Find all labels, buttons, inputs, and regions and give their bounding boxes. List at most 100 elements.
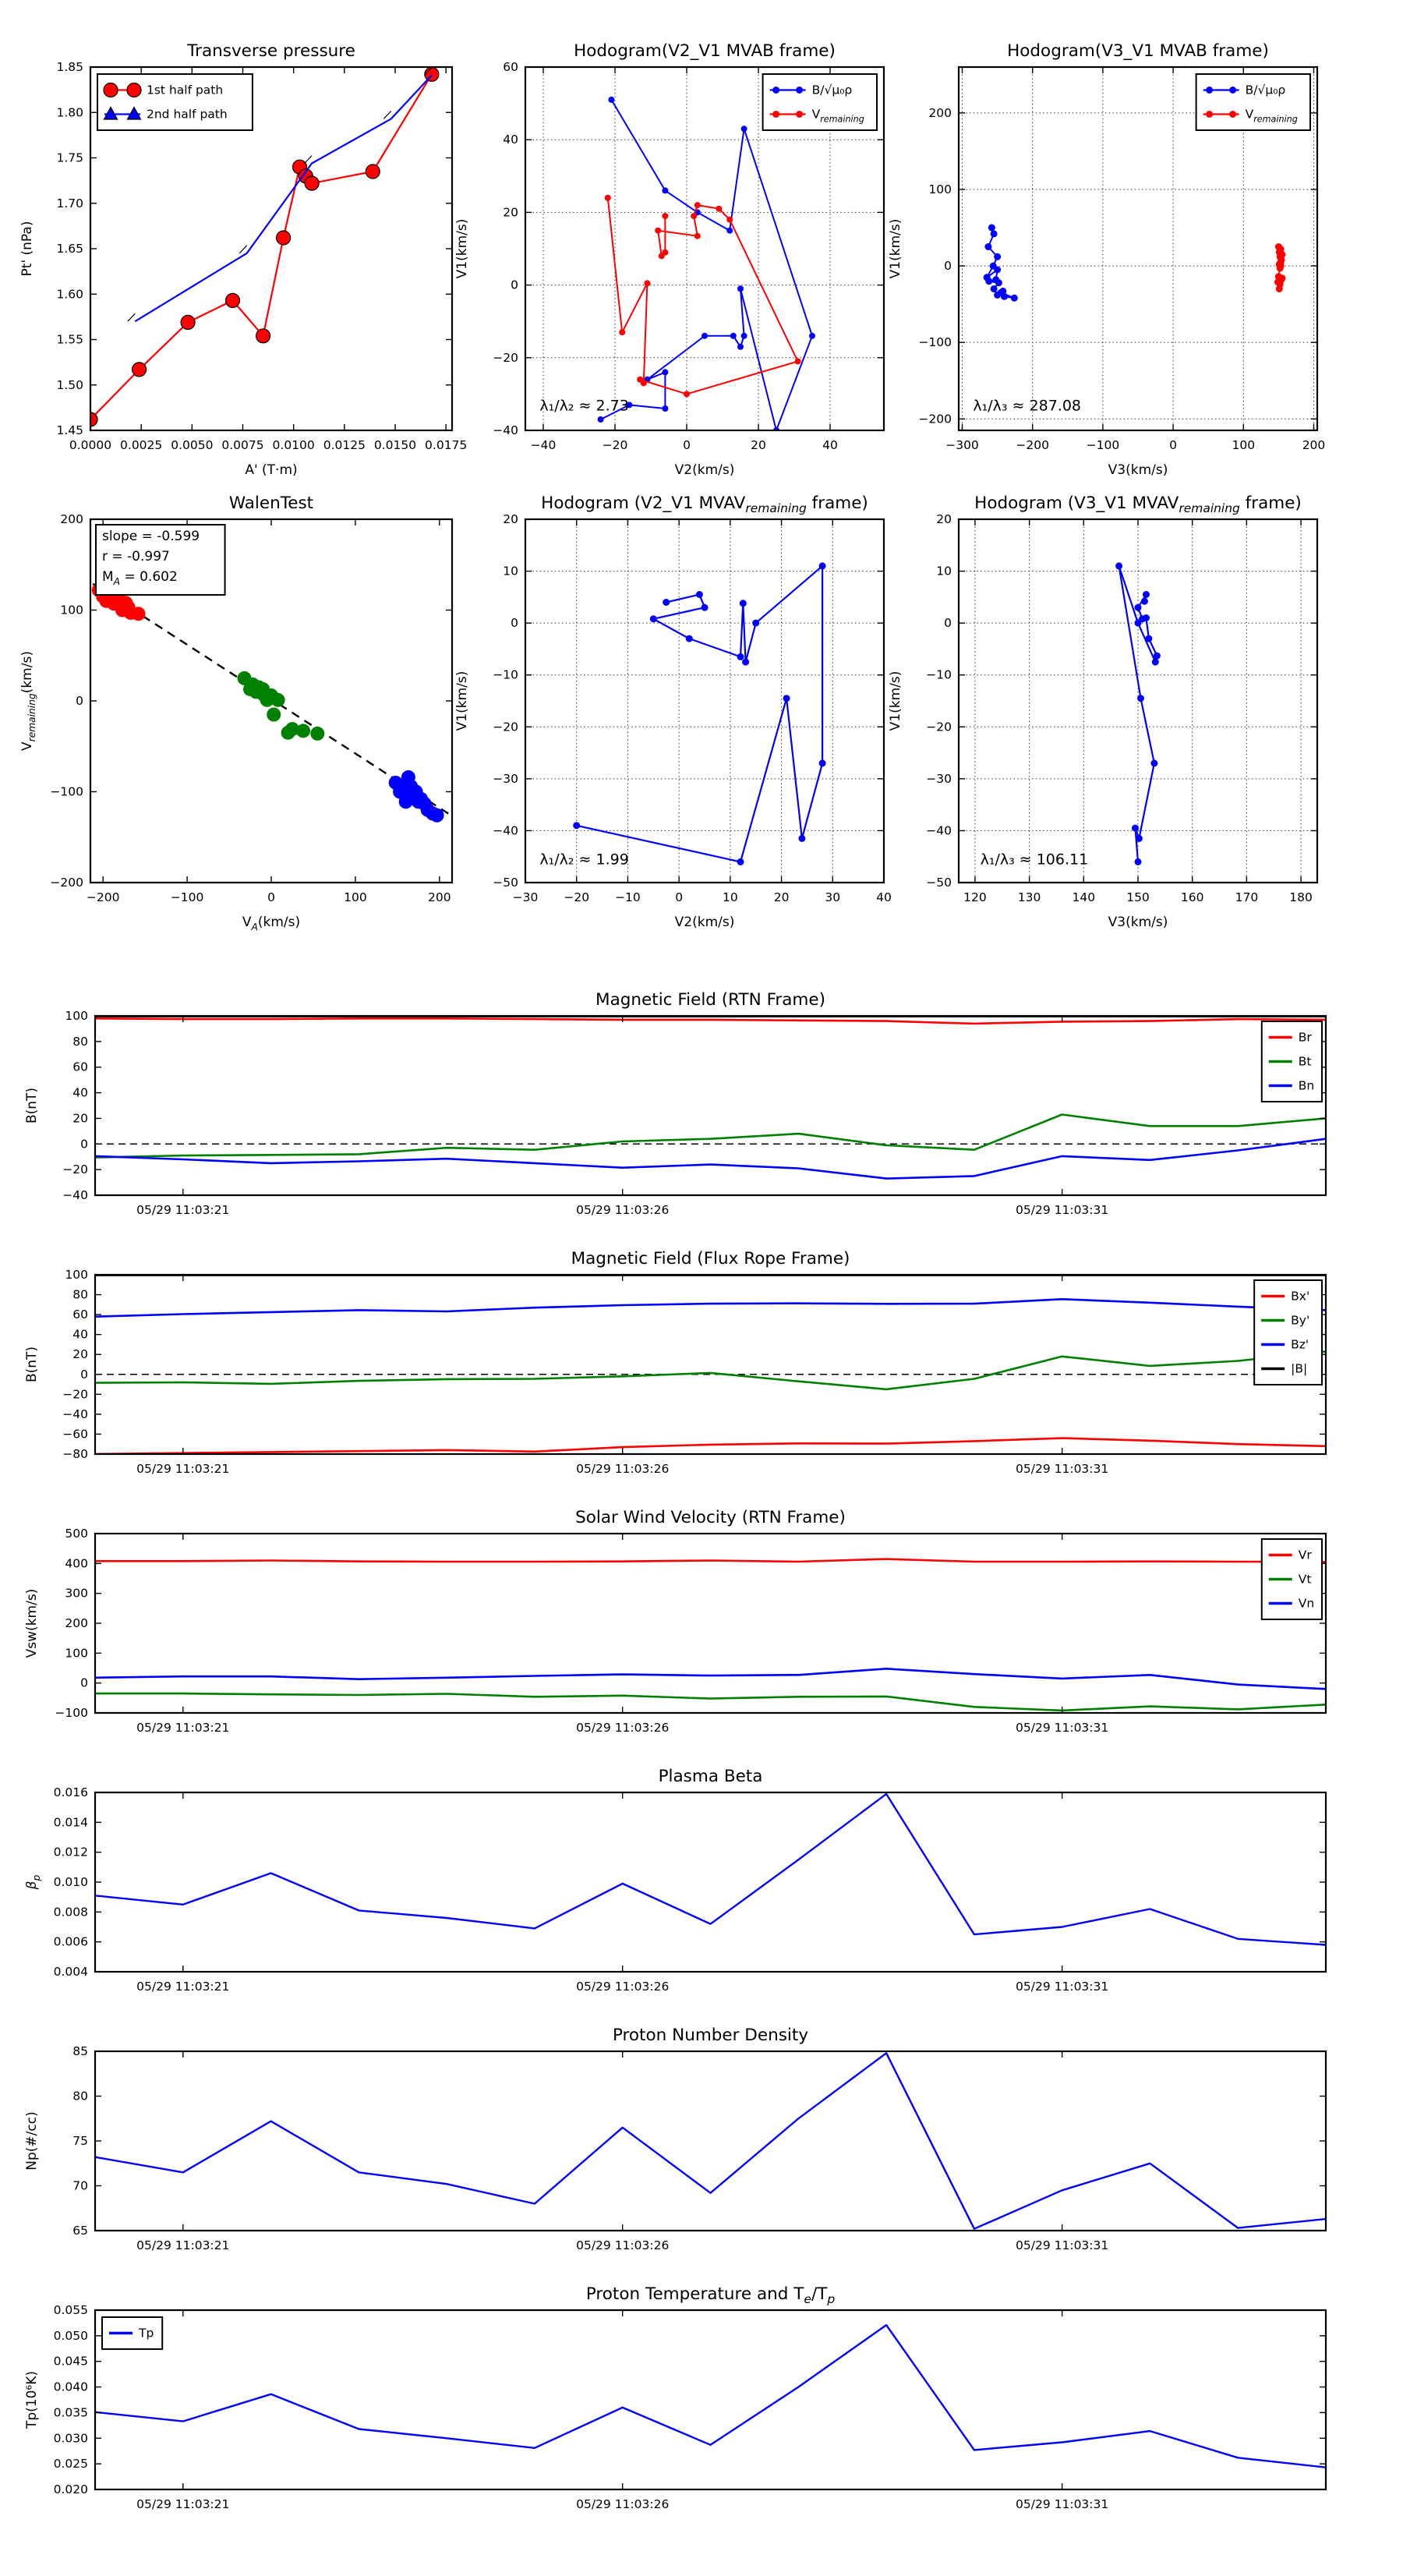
plot-title: Magnetic Field (Flux Rope Frame) xyxy=(571,1249,850,1269)
x-axis-label: V3(km/s) xyxy=(1108,915,1168,930)
axis-tick-label: 20 xyxy=(503,205,518,219)
series-vt xyxy=(95,1692,1326,1712)
legend-label: Vr xyxy=(1299,1548,1313,1562)
legend-label: Tp xyxy=(138,2327,154,2341)
axis-tick-label: 75 xyxy=(72,2134,88,2148)
axis-tick-label: 0.040 xyxy=(54,2380,88,2394)
axes-frame xyxy=(94,2309,1327,2491)
legend-label: Br xyxy=(1299,1031,1313,1045)
axis-tick-label: 20 xyxy=(503,512,518,526)
series-bt xyxy=(95,1113,1326,1159)
x-axis-label: VA(km/s) xyxy=(242,915,300,932)
axis-tick-label: 1.75 xyxy=(56,151,83,165)
axis-tick-label: −30 xyxy=(926,772,952,786)
annotation: λ₁/λ₂ ≈ 1.99 xyxy=(539,851,628,869)
axis-tick-label: 05/29 11:03:31 xyxy=(1016,2238,1108,2252)
axis-tick-label: −100 xyxy=(918,335,952,349)
axis-tick-label: 0.0150 xyxy=(374,438,416,452)
annotation: λ₁/λ₂ ≈ 2.73 xyxy=(539,397,628,414)
plot-title: Transverse pressure xyxy=(186,41,355,61)
axis-tick-label: 120 xyxy=(963,890,987,904)
legend-label: Vremaining xyxy=(812,108,864,125)
axis-tick-label: 500 xyxy=(65,1527,88,1541)
axis-tick-label: −20 xyxy=(62,1387,88,1401)
axis-tick-label: 05/29 11:03:31 xyxy=(1016,2497,1108,2511)
axis-tick-label: 40 xyxy=(876,890,892,904)
y-axis-label: Tp(10⁶K) xyxy=(24,2371,40,2429)
axis-tick-label: −20 xyxy=(493,351,518,365)
axis-tick-label: 0 xyxy=(511,616,518,630)
y-axis-label: V1(km/s) xyxy=(888,219,903,279)
axis-tick-label: −20 xyxy=(62,1162,88,1177)
y-axis-label: V1(km/s) xyxy=(454,219,470,279)
axis-tick-label: −10 xyxy=(926,668,952,682)
plot-transverse-pressure: 0.0000 0.0025 0.0050 0.0075 0.0100 0.0125 0.01… xyxy=(19,41,467,478)
legend-label: 2nd half path xyxy=(147,108,228,122)
axis-tick-label: 0.0025 xyxy=(120,438,162,452)
axis-tick-label: 1.65 xyxy=(56,242,83,256)
axis-tick-label: 10 xyxy=(723,890,738,904)
axis-tick-label: 0.0175 xyxy=(425,438,467,452)
axis-tick-label: −100 xyxy=(55,1706,88,1720)
axis-tick-label: 0 xyxy=(80,1137,88,1151)
axis-tick-label: −30 xyxy=(493,772,518,786)
x-axis-label: V2(km/s) xyxy=(675,915,735,930)
plot-proton-temperature: 05/29 11:03:21 05/29 11:03:26 05/29 11:03:… xyxy=(24,2284,1327,2511)
axis-tick-label: −10 xyxy=(493,668,518,682)
axis-tick-label: 0.050 xyxy=(54,2329,88,2343)
axis-tick-label: −40 xyxy=(493,823,518,837)
axis-tick-label: 100 xyxy=(65,1268,88,1282)
axis-tick-label: 40 xyxy=(822,438,838,452)
legend: B/√μ₀ρ Vremaining xyxy=(762,73,878,131)
axis-tick-label: −100 xyxy=(1087,438,1120,452)
axis-tick-label: 80 xyxy=(72,1035,88,1049)
axis-tick-label: −20 xyxy=(564,890,589,904)
axis-tick-label: 05/29 11:03:21 xyxy=(136,1980,229,1994)
axis-tick-label: 05/29 11:03:21 xyxy=(136,1203,229,1217)
axis-tick-label: 40 xyxy=(72,1086,88,1100)
legend-label: Vn xyxy=(1299,1597,1314,1611)
axis-tick-label: 05/29 11:03:26 xyxy=(576,2238,669,2252)
axis-tick-label: 05/29 11:03:21 xyxy=(136,1462,229,1476)
legend: B/√μ₀ρ Vremaining xyxy=(1195,73,1311,131)
axis-tick-label: 05/29 11:03:26 xyxy=(576,1203,669,1217)
axis-tick-label: 60 xyxy=(503,60,518,74)
axis-tick-label: 1.45 xyxy=(56,423,83,437)
axis-tick-label: 05/29 11:03:31 xyxy=(1016,1203,1108,1217)
axis-tick-label: −200 xyxy=(918,412,952,426)
plot-hodogram-v2v1-mvab: −40 −20 0 20 40 −40 −20 0 20 40 60 Hodogram(V2_V1 M… xyxy=(454,41,885,478)
stats-line: MA = 0.602 xyxy=(102,569,178,587)
axis-tick-label: 05/29 11:03:21 xyxy=(136,2497,229,2511)
axis-tick-label: −60 xyxy=(62,1427,88,1441)
plot-title: Hodogram (V3_V1 MVAVremaining frame) xyxy=(974,494,1302,515)
axis-tick-label: −20 xyxy=(493,720,518,734)
axis-tick-label: −40 xyxy=(493,423,518,437)
axes-frame xyxy=(94,1273,1327,1456)
axis-tick-label: −40 xyxy=(62,1407,88,1421)
axis-tick-label: 180 xyxy=(1289,890,1313,904)
axis-tick-label: 200 xyxy=(65,1616,88,1630)
series-v-remaining-hodogram xyxy=(576,564,824,863)
axis-tick-label: −80 xyxy=(62,1447,88,1461)
y-axis-label: V1(km/s) xyxy=(888,671,903,731)
series-bn xyxy=(95,1138,1326,1180)
axis-tick-label: 05/29 11:03:21 xyxy=(136,2238,229,2252)
plot-walen-test: −200 −100 0 100 200 −200 −100 0 100 200 WalenTest V… xyxy=(19,494,454,932)
axis-tick-label: 0.010 xyxy=(54,1875,88,1889)
axis-tick-label: 100 xyxy=(65,1009,88,1023)
axis-tick-label: 05/29 11:03:26 xyxy=(576,1721,669,1735)
axis-tick-label: 05/29 11:03:26 xyxy=(576,2497,669,2511)
series-v-remaining xyxy=(606,197,799,395)
axis-tick-label: 400 xyxy=(65,1556,88,1570)
axis-tick-label: 0.0050 xyxy=(171,438,213,452)
y-axis-label: B(nT) xyxy=(24,1346,40,1382)
axis-tick-label: 160 xyxy=(1181,890,1204,904)
axis-tick-label: 0.0075 xyxy=(221,438,263,452)
axis-tick-label: 30 xyxy=(825,890,840,904)
plot-title: Proton Number Density xyxy=(613,2026,808,2045)
axis-tick-label: 05/29 11:03:31 xyxy=(1016,1980,1108,1994)
plot-magnetic-field-fluxrope: 05/29 11:03:21 05/29 11:03:26 05/29 11:03:… xyxy=(24,1249,1327,1476)
legend-label: B/√μ₀ρ xyxy=(1246,83,1286,97)
axis-tick-label: 20 xyxy=(774,890,790,904)
